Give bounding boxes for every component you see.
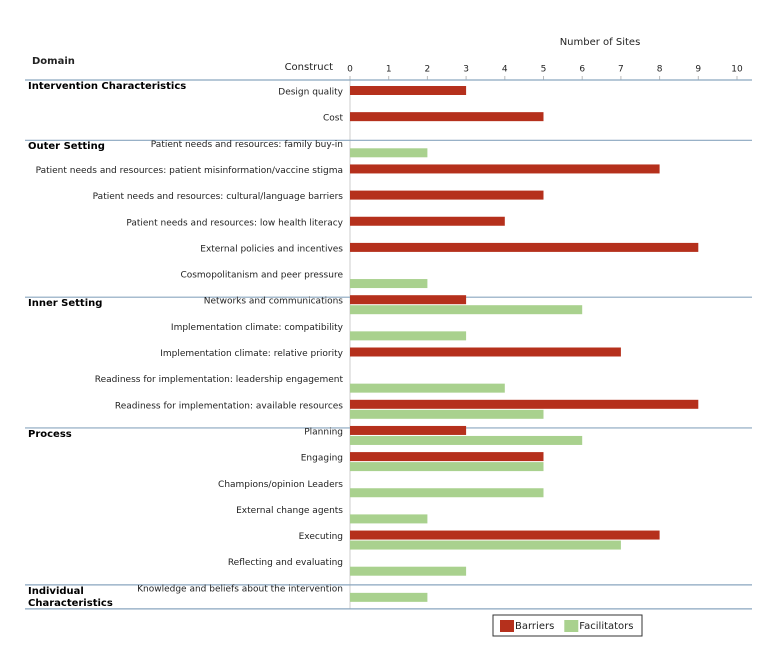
bar <box>350 435 583 445</box>
y-tick-label: Readiness for implementation: available … <box>115 401 343 411</box>
y-tick-label: Engaging <box>301 454 343 464</box>
x-tick-label: 8 <box>657 65 663 75</box>
bar <box>350 112 544 122</box>
bar <box>350 530 660 540</box>
y-tick-label: Reflecting and evaluating <box>228 558 343 568</box>
bar <box>350 383 505 393</box>
y-tick-label: Patient needs and resources: cultural/la… <box>93 192 344 202</box>
chart-title: Number of Sites <box>560 37 641 48</box>
y-tick-label: Cosmopolitanism and peer pressure <box>180 271 343 281</box>
x-tick-label: 7 <box>618 65 624 75</box>
bar <box>350 409 544 419</box>
bar <box>350 347 621 357</box>
bar <box>350 399 699 409</box>
x-tick-label: 1 <box>386 65 392 75</box>
x-tick-label: 10 <box>731 65 743 75</box>
bar <box>350 148 428 158</box>
bar <box>350 488 544 498</box>
bar <box>350 540 621 550</box>
domain-header: Domain <box>32 56 75 67</box>
bar <box>350 216 505 226</box>
y-tick-label: Readiness for implementation: leadership… <box>95 375 344 385</box>
x-tick-label: 3 <box>463 65 469 75</box>
bar <box>350 566 467 576</box>
x-tick-label: 6 <box>579 65 585 75</box>
x-tick-label: 0 <box>347 65 353 75</box>
bar <box>350 425 467 435</box>
y-tick-label: Patient needs and resources: family buy-… <box>151 140 343 150</box>
x-tick-label: 5 <box>541 65 547 75</box>
x-tick-label: 2 <box>425 65 431 75</box>
y-tick-label: External change agents <box>236 506 343 516</box>
bar <box>350 514 428 524</box>
legend-label: Facilitators <box>579 621 633 632</box>
y-tick-label: Patient needs and resources: low health … <box>126 218 343 228</box>
y-tick-label: Cost <box>323 114 343 124</box>
y-tick-label: Champions/opinion Leaders <box>218 480 343 490</box>
bar <box>350 462 544 472</box>
legend-box <box>492 614 643 637</box>
bar <box>350 242 699 252</box>
y-tick-label: Implementation climate: compatibility <box>171 323 344 333</box>
y-tick-label: Executing <box>299 532 343 542</box>
y-tick-label: Networks and communications <box>204 297 344 307</box>
y-tick-label: Design quality <box>278 88 343 98</box>
construct-header: Construct <box>285 62 334 73</box>
bar <box>350 331 467 341</box>
bar <box>350 295 467 305</box>
bar <box>350 86 467 95</box>
domain-label: Inner Setting <box>28 298 103 310</box>
y-tick-label: External policies and incentives <box>200 244 343 254</box>
y-tick-label: Knowledge and beliefs about the interven… <box>137 584 343 594</box>
bar <box>350 190 544 200</box>
domain-label: Intervention Characteristics <box>28 81 187 92</box>
domain-label: Outer Setting <box>28 141 105 153</box>
bar <box>350 164 660 174</box>
x-tick-label: 9 <box>695 65 701 75</box>
y-tick-label: Patient needs and resources: patient mis… <box>36 166 343 176</box>
y-tick-label: Planning <box>304 427 343 437</box>
legend-swatch <box>500 620 514 632</box>
bar <box>350 279 428 289</box>
bar <box>350 592 428 602</box>
legend-swatch <box>564 620 579 632</box>
legend-label: Barriers <box>515 621 554 632</box>
bar <box>350 305 583 315</box>
domain-label: Individual Characteristics <box>28 585 113 609</box>
bar <box>350 452 544 462</box>
y-tick-label: Implementation climate: relative priorit… <box>160 349 343 359</box>
domain-label: Process <box>28 428 72 440</box>
x-tick-label: 4 <box>502 65 508 75</box>
